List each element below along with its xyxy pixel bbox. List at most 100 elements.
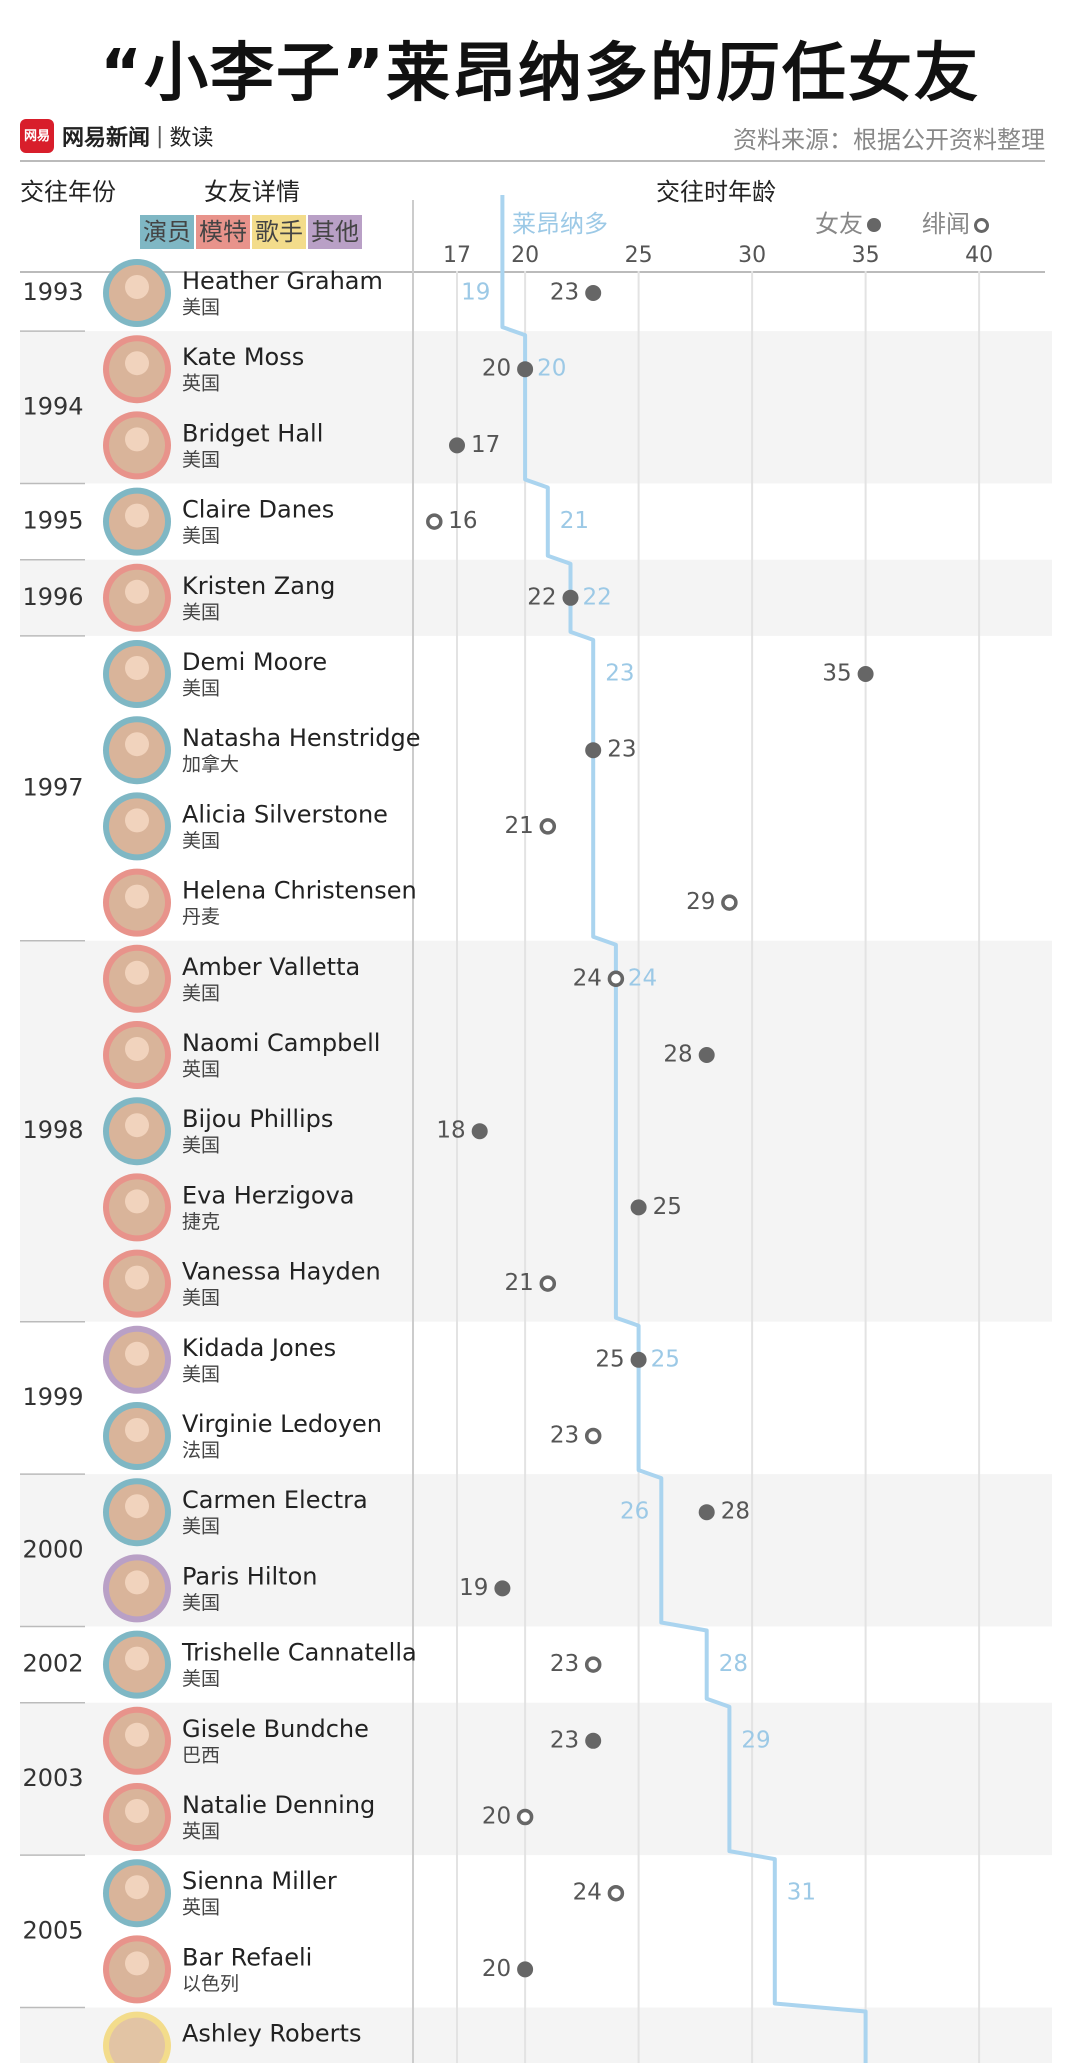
avatar-face — [125, 1875, 149, 1900]
girlfriend-name: Gisele Bundche — [182, 1715, 369, 1743]
girlfriend-country: 美国 — [182, 1135, 220, 1157]
girlfriend-point — [698, 1504, 715, 1521]
year-label: 1996 — [22, 583, 83, 611]
girlfriend-age-label: 19 — [459, 1575, 488, 1601]
girlfriend-country: 英国 — [182, 373, 220, 395]
avatar-face — [125, 1341, 149, 1366]
girlfriend-name: Ashley Roberts — [182, 2020, 361, 2048]
avatar-face — [125, 275, 149, 299]
girlfriend-name: Paris Hilton — [182, 1562, 317, 1590]
year-label: 1993 — [22, 278, 83, 306]
girlfriend-country: 美国 — [182, 1516, 220, 1538]
year-label: 2000 — [22, 1535, 83, 1563]
avatar-face — [125, 1037, 149, 1061]
year-label: 1994 — [22, 392, 83, 420]
rumor-marker-icon — [974, 217, 989, 233]
girlfriend-name: Bijou Phillips — [182, 1105, 333, 1133]
x-tick-label: 25 — [625, 243, 653, 268]
brand-sub: 数读 — [169, 126, 214, 151]
girlfriend-age-label: 23 — [607, 737, 636, 763]
girlfriend-age-label: 24 — [573, 1880, 602, 1906]
girlfriend-name: Kristen Zang — [182, 572, 335, 600]
year-label: 1995 — [22, 507, 83, 535]
leo-age-label: 22 — [583, 584, 612, 610]
avatar-face — [125, 808, 149, 833]
girlfriend-point — [585, 285, 602, 301]
girlfriend-country: 美国 — [182, 1363, 220, 1385]
x-tick-label: 35 — [852, 243, 880, 268]
rumor-point — [584, 1656, 602, 1673]
legend-girlfriend-label: 女友 — [815, 210, 863, 238]
girlfriend-point — [585, 1732, 602, 1749]
girlfriend-age-label: 22 — [527, 584, 556, 610]
avatar-face — [125, 1722, 149, 1747]
year-label: 1999 — [22, 1383, 83, 1411]
girlfriend-name: Helena Christensen — [182, 877, 417, 905]
header-details: 女友详情 — [204, 178, 300, 206]
rumor-point — [584, 1427, 602, 1445]
girlfriend-age-label: 29 — [686, 889, 715, 915]
girlfriend-age-label: 25 — [595, 1346, 624, 1372]
girlfriend-age-label: 18 — [436, 1118, 465, 1144]
girlfriend-point — [857, 666, 874, 682]
girlfriend-age-label: 21 — [505, 813, 534, 839]
avatar-face — [125, 884, 149, 909]
girlfriend-age-label: 16 — [448, 508, 477, 534]
avatar-face — [125, 1951, 149, 1976]
brand: 网易 网易新闻 | 数读 — [20, 118, 213, 154]
avatar-face — [125, 656, 149, 680]
girlfriend-age-label: 25 — [653, 1194, 682, 1220]
header-age: 交往时年龄 — [656, 178, 776, 206]
x-tick-label: 17 — [443, 243, 471, 268]
brand-name: 网易新闻 — [62, 126, 151, 151]
category-model: 模特 — [196, 215, 250, 249]
avatar-face — [125, 1570, 149, 1595]
girlfriend-name: Demi Moore — [182, 648, 327, 676]
axis-divider — [20, 271, 1045, 273]
girlfriend-point — [630, 1199, 647, 1216]
brand-separator: | — [156, 123, 164, 149]
avatar-face — [125, 579, 149, 604]
avatar-face — [125, 351, 149, 376]
category-other: 其他 — [308, 215, 362, 249]
avatar-face — [125, 1265, 149, 1290]
avatar-face — [125, 1113, 149, 1138]
girlfriend-age-label: 28 — [663, 1042, 692, 1068]
girlfriend-age-label: 20 — [482, 1804, 511, 1830]
girlfriend-name: Kidada Jones — [182, 1334, 336, 1362]
top-divider — [20, 160, 1045, 162]
rumor-point — [607, 970, 625, 988]
year-band — [20, 2007, 1052, 2063]
girlfriend-name: Kate Moss — [182, 343, 304, 371]
girlfriend-name: Bridget Hall — [182, 419, 323, 447]
girlfriend-country: 巴西 — [182, 1744, 220, 1766]
girlfriend-country: 美国 — [182, 297, 220, 319]
girlfriend-age-label: 21 — [505, 1270, 534, 1296]
girlfriend-age-label: 20 — [482, 1956, 511, 1982]
avatar-face — [125, 427, 149, 452]
girlfriend-country: 以色列 — [182, 1973, 239, 1995]
avatar-face — [125, 1494, 149, 1519]
girlfriend-point — [471, 1123, 488, 1140]
leo-age-label: 29 — [741, 1727, 770, 1753]
avatar-face — [125, 960, 149, 985]
girlfriend-country: 美国 — [182, 678, 220, 700]
girlfriend-age-label: 23 — [550, 280, 579, 306]
girlfriend-point — [562, 589, 579, 606]
year-band — [20, 559, 1052, 636]
girlfriend-age-label: 35 — [822, 661, 851, 687]
girlfriend-name: Heather Graham — [182, 267, 383, 295]
girlfriend-name: Sienna Miller — [182, 1867, 337, 1895]
leo-age-label: 20 — [537, 356, 566, 382]
girlfriend-country: 英国 — [182, 1059, 220, 1081]
